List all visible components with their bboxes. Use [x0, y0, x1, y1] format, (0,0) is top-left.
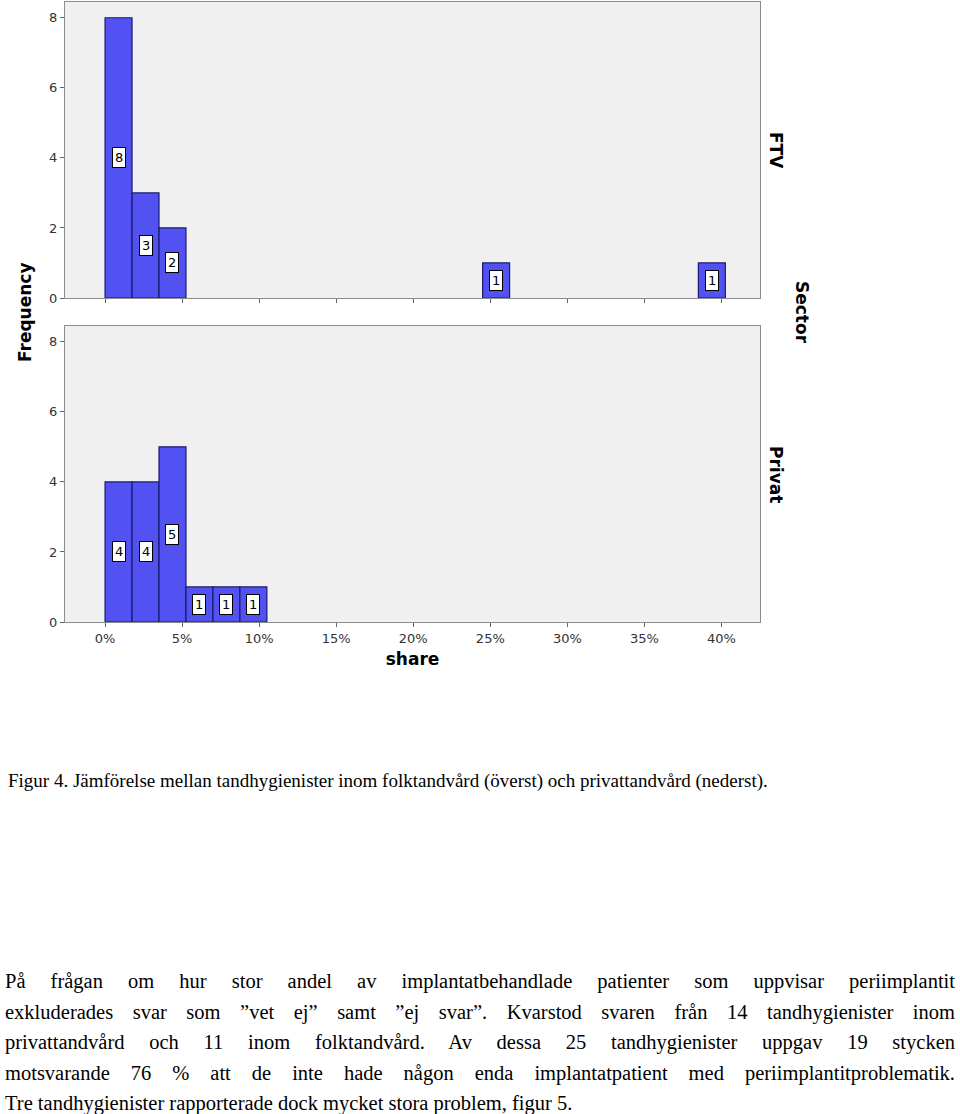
svg-text:0: 0 — [49, 291, 57, 306]
svg-text:1: 1 — [195, 597, 203, 612]
svg-text:1: 1 — [249, 597, 257, 612]
html-text:Tre tandhygienister rapportera: Tre tandhygienister rapporterade dock my… — [5, 1092, 573, 1114]
html-text:exkluderades svar som ”vet ej”: exkluderades svar som ”vet ej” samt ”ej … — [5, 1000, 955, 1023]
svg-text:1: 1 — [492, 273, 500, 288]
svg-text:35%: 35% — [630, 631, 659, 646]
svg-text:8: 8 — [49, 334, 57, 349]
svg-text:10%: 10% — [245, 631, 274, 646]
svg-text:4: 4 — [115, 544, 123, 559]
html-text:motsvarande 76 % att de inte h: motsvarande 76 % att de inte hade någon … — [5, 1061, 955, 1084]
svg-text:25%: 25% — [476, 631, 505, 646]
svg-text:share: share — [386, 649, 440, 669]
svg-text:Privat: Privat — [766, 446, 786, 503]
svg-text:8: 8 — [49, 10, 57, 25]
svg-text:2: 2 — [49, 220, 57, 235]
svg-text:40%: 40% — [707, 631, 736, 646]
svg-text:2: 2 — [168, 255, 176, 270]
html-text:På frågan om hur stor andel av: På frågan om hur stor andel av implantat… — [5, 970, 955, 992]
svg-text:6: 6 — [49, 80, 57, 95]
svg-text:1: 1 — [222, 597, 230, 612]
svg-text:6: 6 — [49, 404, 57, 419]
svg-text:Frequency: Frequency — [15, 262, 35, 362]
svg-text:0%: 0% — [95, 631, 116, 646]
svg-text:4: 4 — [142, 544, 150, 559]
svg-text:5%: 5% — [172, 631, 193, 646]
svg-text:5: 5 — [168, 527, 176, 542]
html-text:Figur 4. Jämförelse mellan tan: Figur 4. Jämförelse mellan tandhygienist… — [8, 770, 768, 791]
svg-text:2: 2 — [49, 544, 57, 559]
svg-text:30%: 30% — [553, 631, 582, 646]
svg-text:3: 3 — [142, 238, 150, 253]
svg-text:FTV: FTV — [766, 132, 786, 169]
svg-text:0: 0 — [49, 615, 57, 630]
svg-text:20%: 20% — [399, 631, 428, 646]
svg-text:8: 8 — [115, 150, 123, 165]
svg-text:4: 4 — [49, 150, 57, 165]
svg-text:1: 1 — [708, 273, 716, 288]
svg-text:15%: 15% — [322, 631, 351, 646]
html-text:privattandvård och 11 inom fol: privattandvård och 11 inom folktandvård.… — [5, 1031, 955, 1053]
svg-text:Sector: Sector — [792, 281, 812, 344]
svg-text:4: 4 — [49, 474, 57, 489]
